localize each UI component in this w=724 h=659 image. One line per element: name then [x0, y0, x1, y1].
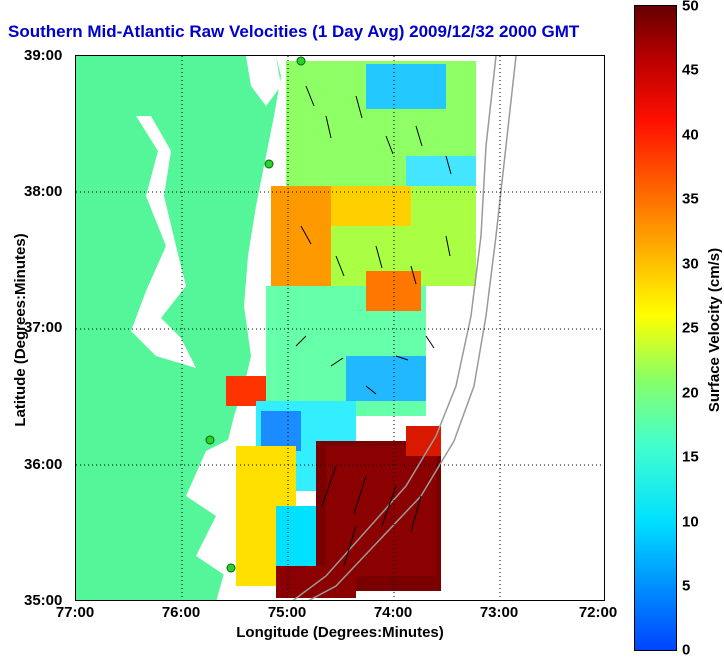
x-tick-label: 77:00 [55, 604, 95, 621]
y-axis-label: Latitude (Degrees:Minutes) [12, 233, 29, 427]
gridlines [76, 56, 604, 600]
colorbar-tick: 45 [682, 61, 699, 79]
colorbar-tick: 10 [682, 513, 699, 531]
y-tick-label: 38:00 [24, 183, 63, 200]
station-marker [296, 56, 306, 66]
map-title: Southern Mid-Atlantic Raw Velocities (1 … [8, 22, 580, 41]
station-marker [226, 563, 236, 573]
y-tick-label: 35:00 [24, 592, 63, 609]
colorbar-tick: 35 [682, 190, 699, 208]
colorbar-tick: 30 [682, 255, 699, 273]
colorbar [634, 5, 677, 651]
velocity-field [226, 61, 476, 598]
colorbar-tick: 50 [682, 0, 699, 15]
map-plot-area [75, 55, 605, 601]
isobath-line [308, 56, 517, 600]
colorbar-tick: 20 [682, 384, 699, 402]
velocity-vectors [295, 85, 452, 567]
y-tick-label: 36:00 [24, 456, 63, 473]
y-tick-label: 39:00 [24, 47, 63, 64]
station-marker [264, 159, 274, 169]
pamlico-sound [186, 436, 248, 576]
x-tick-label: 74:00 [373, 604, 413, 621]
station-marker [205, 435, 215, 445]
x-tick-label: 73:00 [479, 604, 519, 621]
chesapeake-bay [131, 116, 196, 368]
y-tick-label: 37:00 [24, 319, 63, 336]
colorbar-tick: 0 [682, 641, 691, 659]
isobath-line [292, 56, 497, 600]
x-tick-label: 76:00 [161, 604, 201, 621]
radar-stations [205, 56, 306, 573]
colorbar-tick: 5 [682, 577, 691, 595]
colorbar-label: Surface Velocity (cm/s) [706, 247, 723, 413]
colorbar-tick: 40 [682, 126, 699, 144]
colorbar-tick: 15 [682, 448, 699, 466]
colorbar-tick: 25 [682, 319, 699, 337]
x-axis-label: Longitude (Degrees:Minutes) [236, 624, 444, 641]
x-tick-label: 75:00 [267, 604, 307, 621]
land-mass [76, 56, 281, 600]
velocity-map [76, 56, 604, 600]
delaware-bay [246, 56, 281, 106]
x-tick-label: 72:00 [578, 604, 618, 621]
